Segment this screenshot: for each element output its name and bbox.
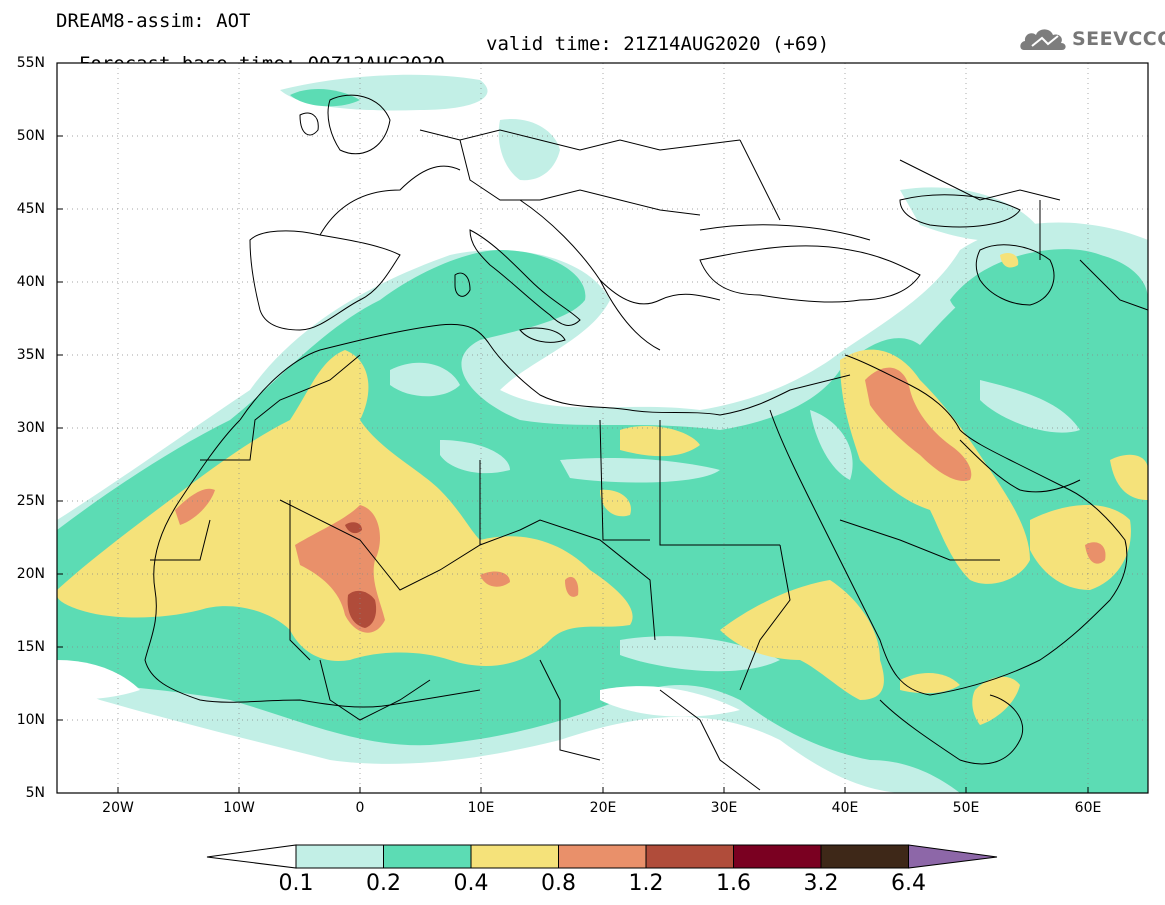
lon-label: 20W (102, 800, 134, 816)
colorbar-label: 6.4 (891, 871, 926, 896)
seevccc-logo: SEEVCCC (1018, 24, 1165, 56)
lon-label: 50E (952, 800, 980, 816)
colorbar-label: 0.1 (278, 871, 314, 896)
tick-marks (57, 62, 1089, 793)
colorbar-label: 1.2 (628, 871, 664, 896)
lon-label: 30E (710, 800, 738, 816)
lon-label: 0 (355, 800, 365, 816)
colorbar-bin-3-2 (820, 844, 909, 869)
lat-label: 50N (16, 128, 45, 144)
lat-label: 25N (16, 493, 45, 509)
lat-label: 20N (16, 566, 45, 582)
colorbar-bin-1-6 (733, 844, 822, 869)
colorbar-label: 1.6 (716, 871, 751, 896)
lat-label: 45N (16, 201, 45, 217)
cloud-icon (1020, 29, 1066, 50)
colorbar-bin-1-2 (645, 844, 734, 869)
logo-text: SEEVCCC (1072, 28, 1165, 50)
lon-label: 20E (589, 800, 617, 816)
lat-label: 30N (16, 420, 45, 436)
colorbar-label: 3.2 (803, 871, 839, 896)
colorbar-bin-0-1 (295, 844, 384, 869)
lat-label: 5N (25, 785, 45, 801)
colorbar-low-arrow (206, 844, 297, 869)
aot-field (57, 63, 1148, 793)
colorbar-bin-0-2 (383, 844, 472, 869)
valid-time: valid time: 21Z14AUG2020 (+69) (486, 33, 830, 55)
lat-label: 55N (16, 55, 45, 71)
lat-label: 10N (16, 712, 45, 728)
aot-level-0-1-inner (390, 362, 1080, 672)
lon-label: 10W (223, 800, 255, 816)
lon-label: 10E (467, 800, 495, 816)
lat-label: 35N (16, 347, 45, 363)
colorbar-bin-0-4 (470, 844, 559, 869)
colorbar-label: 0.2 (366, 871, 401, 896)
colorbar-high-arrow (908, 844, 998, 869)
lon-label: 60E (1074, 800, 1102, 816)
map-title: DREAM8-assim: AOT (56, 10, 251, 32)
colorbar-label: 0.8 (541, 871, 576, 896)
lon-label: 40E (831, 800, 859, 816)
lat-label: 40N (16, 274, 45, 290)
colorbar-bin-0-8 (558, 844, 647, 869)
colorbar-label: 0.4 (453, 871, 489, 896)
coastlines-borders (144, 94, 1148, 791)
aot-clear-patches (57, 660, 740, 717)
lat-label: 15N (16, 639, 45, 655)
colorbar (206, 844, 998, 869)
aot-level-1-2 (345, 522, 377, 628)
